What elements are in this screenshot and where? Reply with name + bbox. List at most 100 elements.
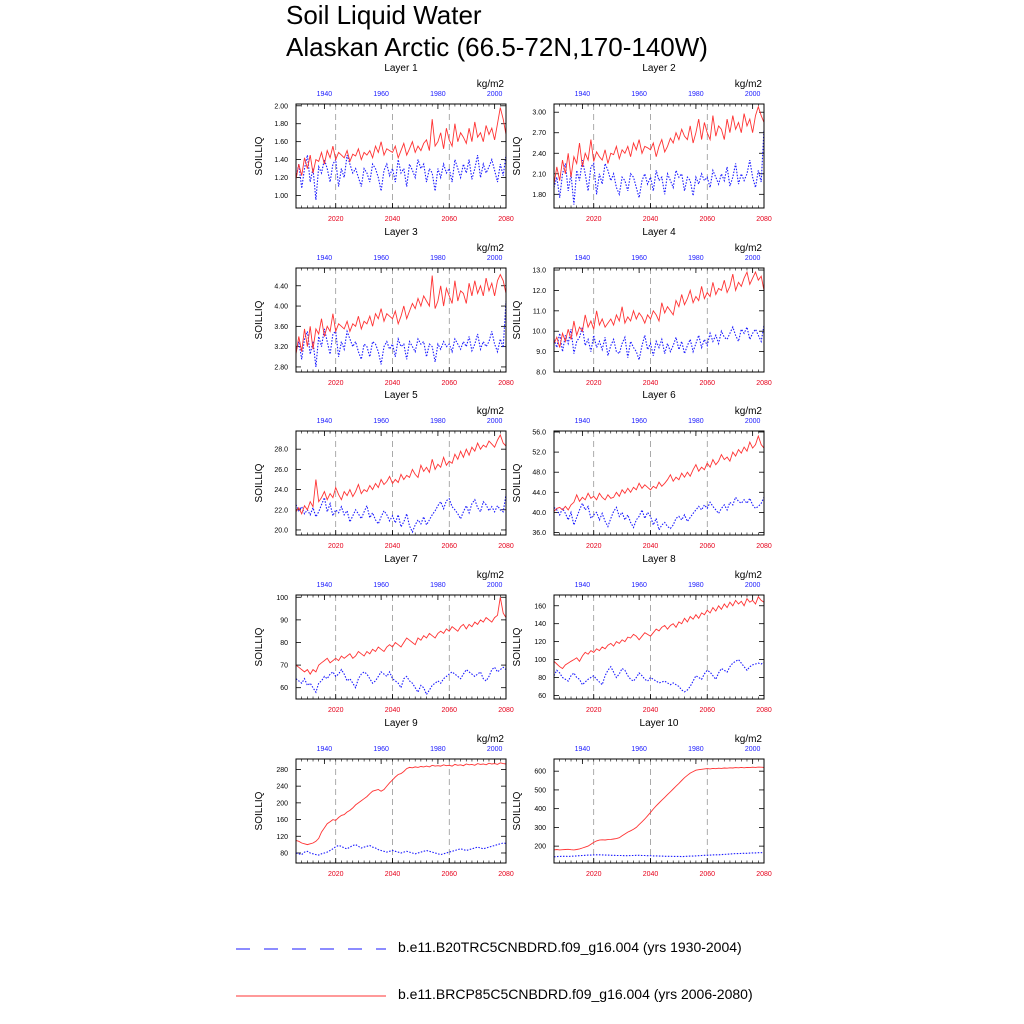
panel-title: Layer 3 <box>384 227 418 238</box>
y-tick-label: 4.00 <box>274 304 288 311</box>
series-line-historical <box>295 300 507 367</box>
y-tick-label: 3.60 <box>274 324 288 331</box>
y-tick-label: 36.0 <box>532 530 546 537</box>
y-tick-label: 120 <box>276 834 288 841</box>
y-tick-label: 44.0 <box>532 490 546 497</box>
x-tick-label-bottom: 2060 <box>441 543 457 550</box>
y-axis-label: SOILLIQ <box>254 627 265 666</box>
panel-layer-10: Layer 10 kg/m2 2020 2040 2060 2080 1940 1960 198… <box>512 718 772 878</box>
x-tick-label-bottom: 2020 <box>586 543 602 550</box>
x-tick-label-top: 1940 <box>317 91 333 98</box>
x-tick-label-bottom: 2060 <box>699 707 715 714</box>
y-tick-label: 2.40 <box>532 151 546 158</box>
x-tick-label-bottom: 2020 <box>586 380 602 387</box>
x-tick-label-top: 2000 <box>487 255 503 262</box>
x-tick-label-bottom: 2020 <box>328 871 344 878</box>
x-tick-label-bottom: 2020 <box>328 380 344 387</box>
y-tick-label: 1.80 <box>274 121 288 128</box>
x-tick-label-top: 1960 <box>631 91 647 98</box>
x-tick-label-top: 1980 <box>430 255 446 262</box>
y-axis-label: SOILLIQ <box>254 791 265 830</box>
x-tick-label-bottom: 2060 <box>441 707 457 714</box>
units-label: kg/m2 <box>477 243 505 254</box>
x-tick-label-top: 2000 <box>745 91 761 98</box>
y-tick-label: 48.0 <box>532 470 546 477</box>
y-tick-label: 40.0 <box>532 510 546 517</box>
panel-title: Layer 4 <box>642 227 676 238</box>
legend-future: b.e11.BRCP85C5CNBDRD.f09_g16.004 (yrs 20… <box>236 984 796 1008</box>
y-tick-label: 300 <box>534 825 546 832</box>
plot-frame <box>553 594 765 700</box>
y-tick-label: 1.20 <box>274 175 288 182</box>
x-tick-label-bottom: 2060 <box>441 216 457 223</box>
units-label: kg/m2 <box>735 243 763 254</box>
y-tick-label: 600 <box>534 769 546 776</box>
x-tick-label-top: 1980 <box>688 91 704 98</box>
units-label: kg/m2 <box>735 406 763 417</box>
y-tick-label: 3.20 <box>274 344 288 351</box>
legend-swatch-dashed <box>236 948 386 950</box>
y-axis-label: SOILLIQ <box>254 463 265 502</box>
series-line-historical <box>553 496 765 532</box>
x-tick-label-top: 1960 <box>373 746 389 753</box>
units-label: kg/m2 <box>477 734 505 745</box>
y-tick-label: 70 <box>280 663 288 670</box>
x-tick-label-top: 1960 <box>631 746 647 753</box>
y-tick-label: 80 <box>538 675 546 682</box>
units-label: kg/m2 <box>735 79 763 90</box>
x-tick-label-top: 2000 <box>745 255 761 262</box>
units-label: kg/m2 <box>735 734 763 745</box>
x-tick-label-top: 2000 <box>487 418 503 425</box>
x-tick-label-top: 1980 <box>688 418 704 425</box>
x-tick-label-bottom: 2040 <box>385 871 401 878</box>
panel-title: Layer 1 <box>384 63 418 74</box>
y-tick-label: 10.0 <box>532 329 546 336</box>
y-tick-label: 2.00 <box>274 103 288 110</box>
x-tick-label-bottom: 2020 <box>328 216 344 223</box>
y-tick-label: 120 <box>534 639 546 646</box>
panel-title: Layer 5 <box>384 390 418 401</box>
y-axis-label: SOILLIQ <box>254 300 265 339</box>
x-tick-label-bottom: 2040 <box>385 380 401 387</box>
panel-layer-2: Layer 2 kg/m2 2020 2040 2060 2080 1940 1960 1980… <box>512 63 772 223</box>
x-tick-label-bottom: 2060 <box>441 871 457 878</box>
y-axis-label: SOILLIQ <box>512 791 523 830</box>
y-tick-label: 240 <box>276 784 288 791</box>
y-axis-label: SOILLIQ <box>512 627 523 666</box>
x-tick-label-top: 1960 <box>631 418 647 425</box>
x-tick-label-top: 2000 <box>745 418 761 425</box>
x-tick-label-top: 1960 <box>631 582 647 589</box>
panel-title: Layer 2 <box>642 63 676 74</box>
x-tick-label-top: 2000 <box>487 746 503 753</box>
y-tick-label: 1.40 <box>274 157 288 164</box>
x-tick-label-bottom: 2020 <box>586 707 602 714</box>
main-title-line-2: Alaskan Arctic (66.5-72N,170-140W) <box>286 32 708 62</box>
y-tick-label: 3.00 <box>532 110 546 117</box>
x-tick-label-top: 2000 <box>745 746 761 753</box>
x-tick-label-top: 1980 <box>688 255 704 262</box>
y-tick-label: 60 <box>280 685 288 692</box>
x-tick-label-top: 1980 <box>430 418 446 425</box>
x-tick-label-bottom: 2040 <box>643 707 659 714</box>
series-line-future <box>295 762 507 846</box>
x-tick-label-top: 1940 <box>575 582 591 589</box>
x-tick-label-top: 1940 <box>575 255 591 262</box>
x-tick-label-top: 1940 <box>317 582 333 589</box>
x-tick-label-top: 1980 <box>688 582 704 589</box>
panel-layer-5: Layer 5 kg/m2 2020 2040 2060 2080 1940 1960 1980… <box>254 390 514 550</box>
series-line-future <box>553 270 765 348</box>
y-tick-label: 280 <box>276 767 288 774</box>
y-tick-label: 60 <box>538 693 546 700</box>
plot-frame <box>295 430 507 536</box>
x-tick-label-bottom: 2080 <box>498 871 514 878</box>
x-tick-label-bottom: 2060 <box>699 380 715 387</box>
x-tick-label-top: 2000 <box>487 582 503 589</box>
panel-layer-1: Layer 1 kg/m2 2020 2040 2060 2080 1940 1960 1980… <box>254 63 514 223</box>
series-line-future <box>295 433 507 515</box>
series-line-historical <box>553 129 765 205</box>
y-tick-label: 200 <box>276 800 288 807</box>
panel-title: Layer 6 <box>642 390 676 401</box>
plot-frame <box>553 103 765 209</box>
legend-historical: b.e11.B20TRC5CNBDRD.f09_g16.004 (yrs 193… <box>236 937 796 961</box>
legend-swatch-solid <box>236 995 386 997</box>
